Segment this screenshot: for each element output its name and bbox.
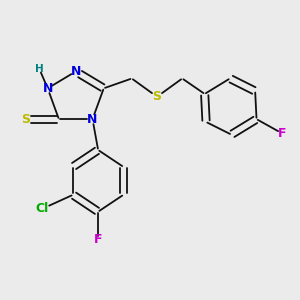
Text: S: S xyxy=(21,113,30,126)
Text: S: S xyxy=(152,90,161,103)
Text: N: N xyxy=(70,65,81,78)
Text: F: F xyxy=(94,233,102,246)
Text: N: N xyxy=(43,82,53,95)
Text: N: N xyxy=(87,113,98,126)
Text: Cl: Cl xyxy=(35,202,49,215)
Text: H: H xyxy=(35,64,44,74)
Text: F: F xyxy=(278,127,286,140)
